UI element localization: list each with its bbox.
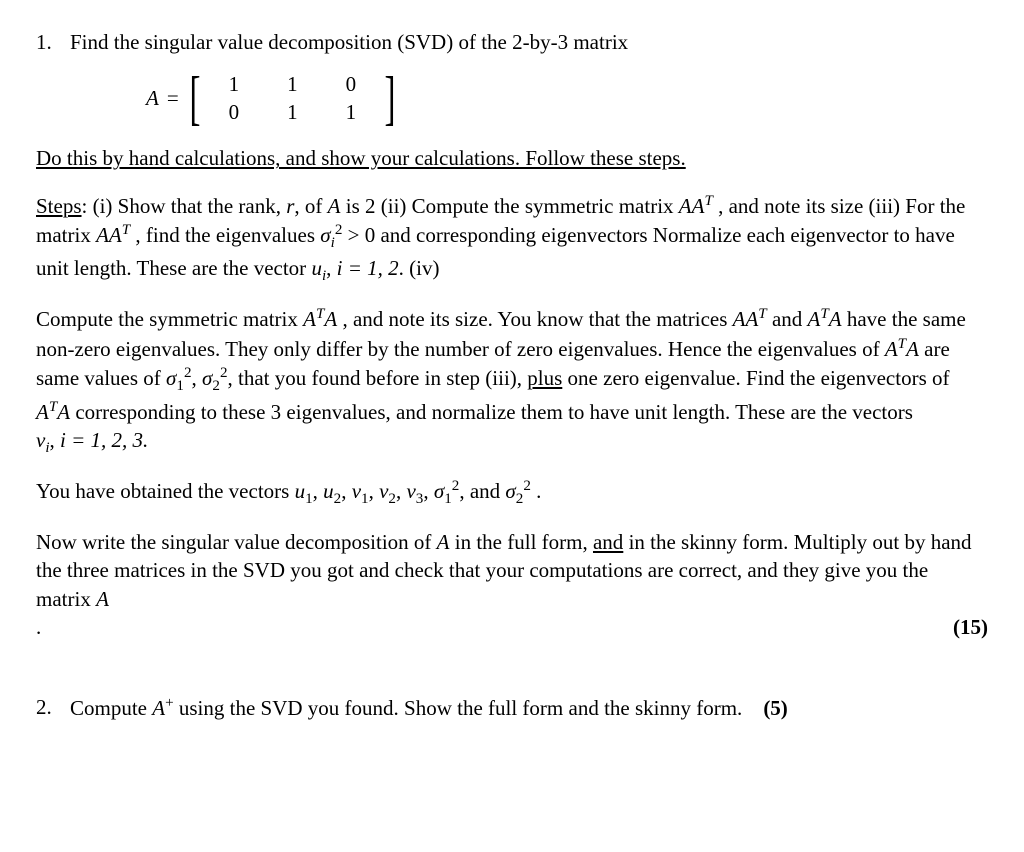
left-bracket: [	[189, 73, 200, 123]
steps-label: Steps	[36, 194, 82, 218]
question-2: 2. Compute A+ using the SVD you found. S…	[36, 693, 988, 722]
m-r1c3: 0	[346, 70, 357, 98]
steps-para-2: Compute the symmetric matrix ATA , and n…	[36, 304, 988, 458]
q1-points: (15)	[953, 613, 988, 641]
right-bracket: ]	[385, 73, 396, 123]
matrix-label: A	[146, 84, 159, 112]
q2-number: 2.	[36, 693, 70, 722]
instruction-line: Do this by hand calculations, and show y…	[36, 144, 988, 172]
q1-prompt: Find the singular value decomposition (S…	[70, 28, 628, 56]
final-para: Now write the singular value decompositi…	[36, 528, 988, 641]
m-r1c1: 1	[229, 70, 240, 98]
m-r2c3: 1	[346, 98, 357, 126]
q2-points: (5)	[763, 696, 788, 720]
m-r1c2: 1	[287, 70, 298, 98]
obtained-line: You have obtained the vectors u1, u2, v1…	[36, 476, 988, 510]
matrix-A: A = [ 1 0 1 1 0 1 ]	[146, 70, 988, 126]
m-r2c2: 1	[287, 98, 298, 126]
matrix-body: [ 1 0 1 1 0 1 ]	[185, 70, 400, 126]
equals-sign: =	[167, 84, 179, 112]
q1-number: 1.	[36, 28, 70, 56]
m-r2c1: 0	[229, 98, 240, 126]
steps-para-1: Steps: (i) Show that the rank, r, of A i…	[36, 191, 988, 287]
q2-body: Compute A+ using the SVD you found. Show…	[70, 693, 788, 722]
question-1-header: 1. Find the singular value decomposition…	[36, 28, 988, 56]
